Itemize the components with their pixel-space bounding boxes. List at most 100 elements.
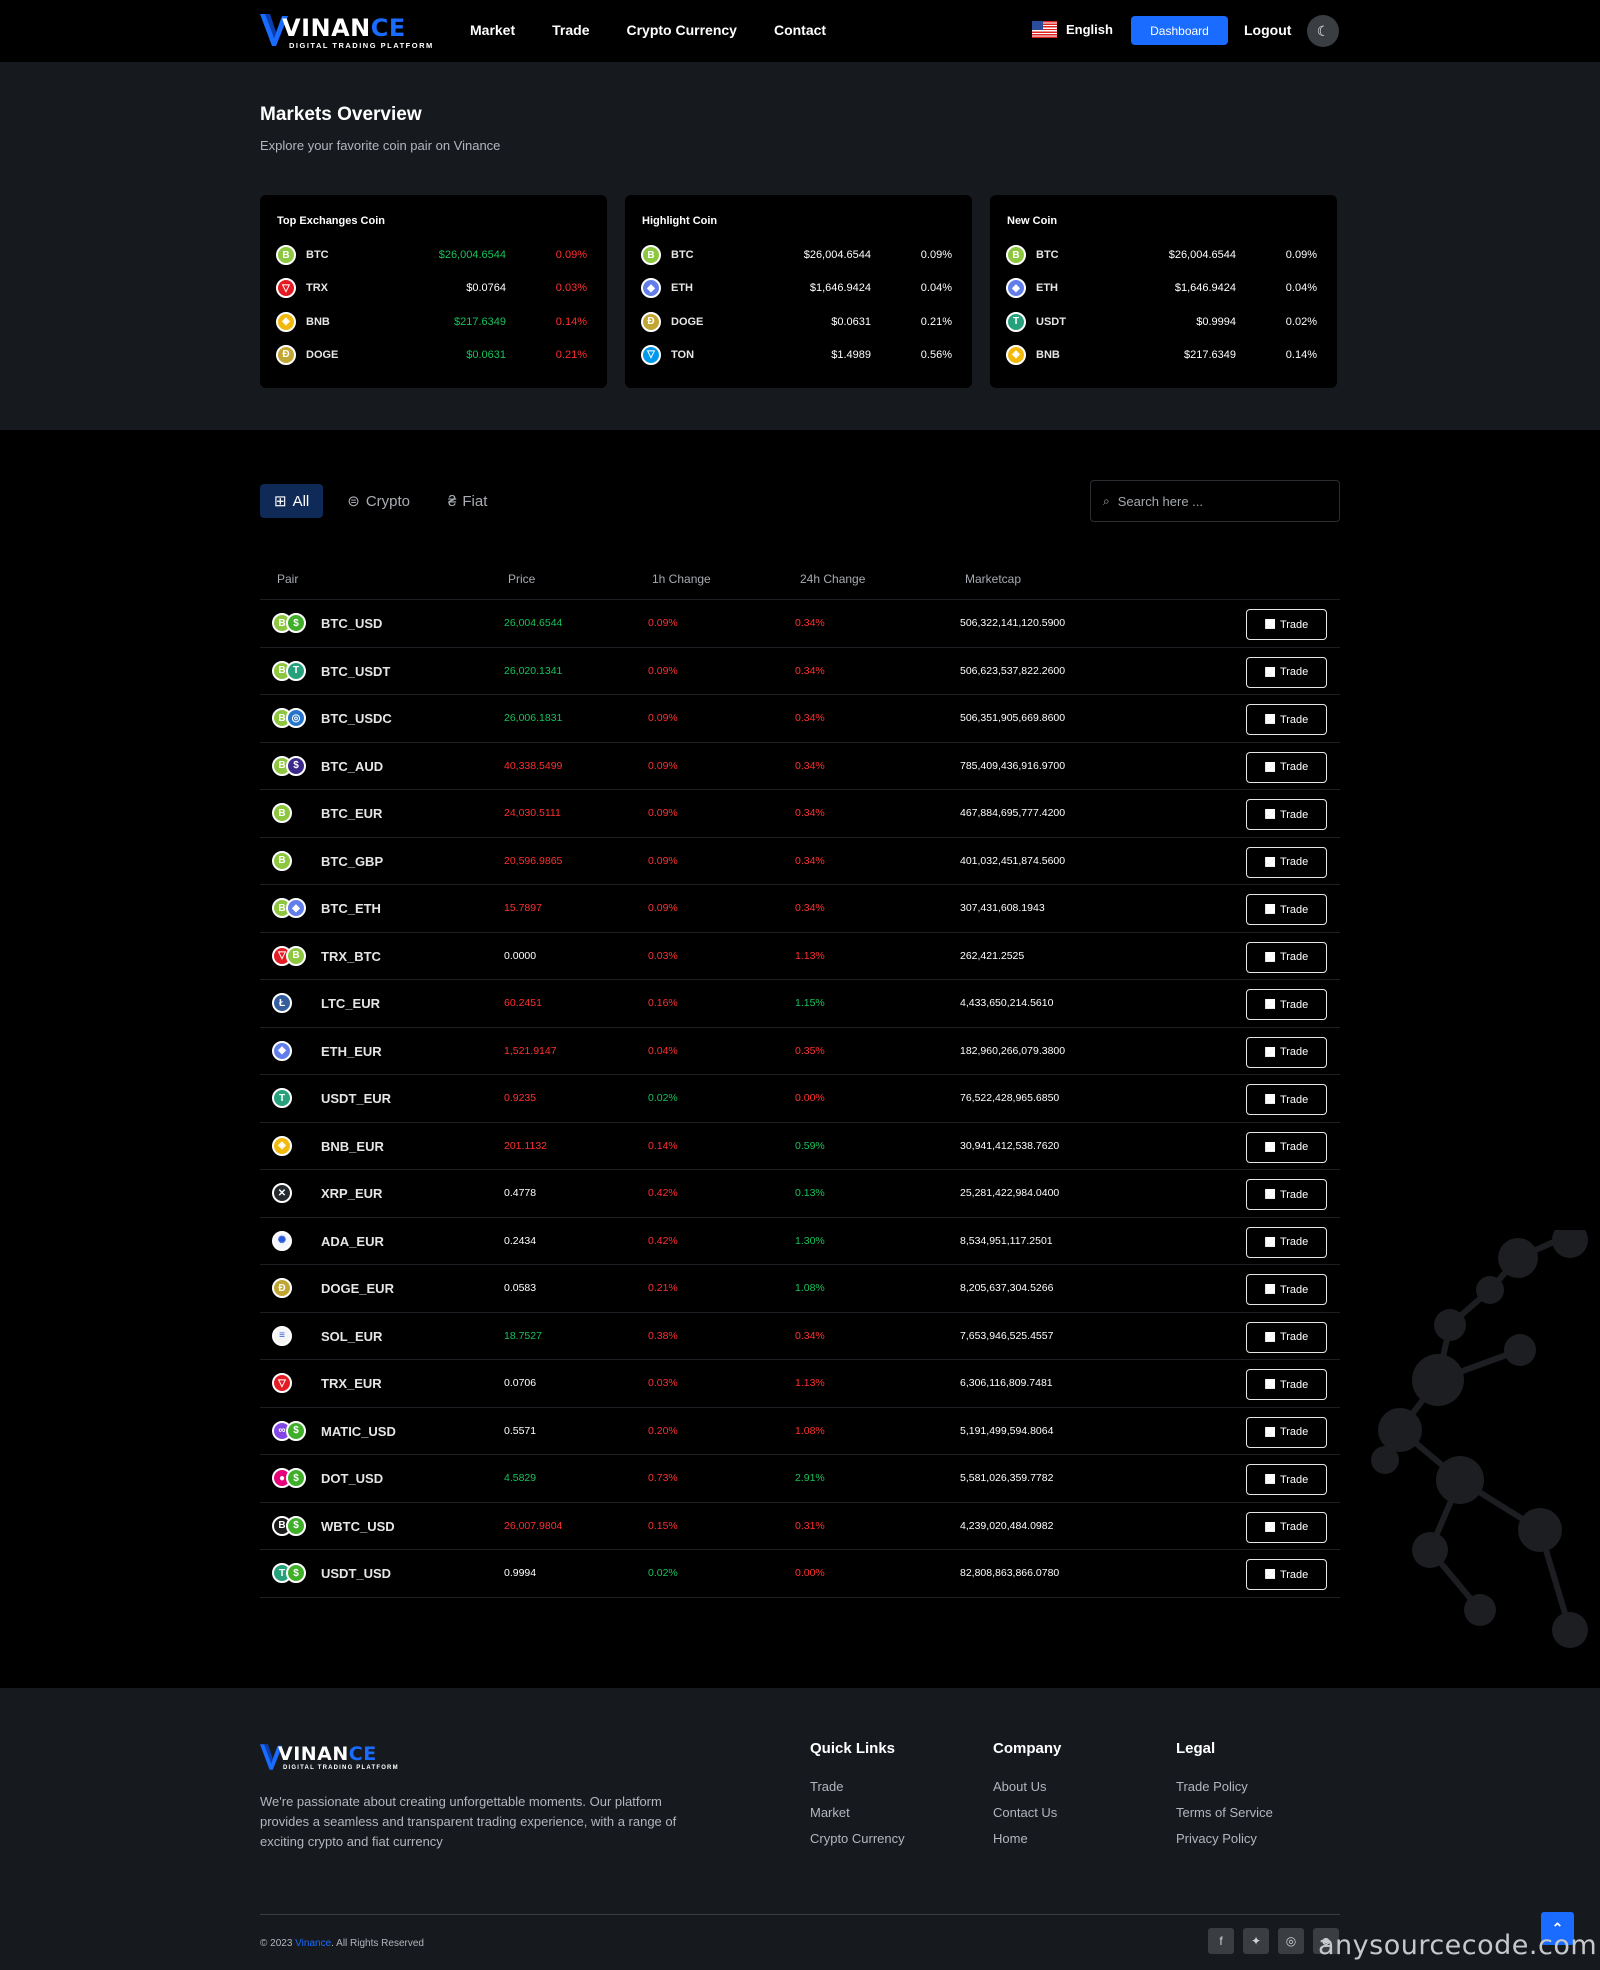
instagram-icon[interactable]: ◎: [1278, 1928, 1304, 1954]
trade-button[interactable]: 📈 Trade: [1246, 1369, 1327, 1400]
pair-name: BTC_USDT: [321, 663, 391, 679]
copyright-brand-link[interactable]: Vinance: [295, 1938, 332, 1949]
trade-button[interactable]: 📈 Trade: [1246, 894, 1327, 925]
trade-button[interactable]: 📈 Trade: [1246, 609, 1327, 640]
footer-link-about-us[interactable]: About Us: [993, 1779, 1047, 1794]
trade-button[interactable]: 📈 Trade: [1246, 1511, 1327, 1543]
marketcap: 4,239,020,484.0982: [960, 1519, 1054, 1532]
pair-name: LTC_EUR: [321, 996, 380, 1011]
table-row: ◆ ETH_EUR 1,521.9147 0.04% 0.35% 182,960,266,…: [260, 1028, 1340, 1075]
chart-line-icon: 📈: [1264, 666, 1276, 677]
facebook-icon[interactable]: f: [1208, 1928, 1234, 1954]
change-1h: 0.09%: [648, 807, 678, 819]
pair-name: MATIC_USD: [321, 1423, 396, 1439]
footer-link-terms[interactable]: Terms of Service: [1176, 1805, 1273, 1820]
coin-change: 0.03%: [555, 282, 587, 295]
trade-button[interactable]: 📈 Trade: [1246, 704, 1327, 735]
pair-name: SOL_EUR: [321, 1328, 383, 1344]
pair-price: 26,006.1831: [504, 712, 563, 724]
card-coin-row[interactable]: ▽ TRX $0.0764 0.03%: [276, 276, 587, 300]
card-coin-row[interactable]: Ð DOGE $0.0631 0.21%: [276, 343, 587, 367]
trade-button[interactable]: 📈 Trade: [1246, 989, 1327, 1020]
logo-wordmark: VINANCE: [282, 14, 406, 42]
ton-coin-icon: ▽: [641, 344, 661, 365]
twitter-icon[interactable]: ✦: [1243, 1928, 1269, 1954]
brand-logo[interactable]: VINANCE DIGITAL TRADING PLATFORM: [260, 12, 432, 52]
footer-link-privacy[interactable]: Privacy Policy: [1176, 1831, 1257, 1846]
theme-toggle-button[interactable]: ☾: [1307, 15, 1339, 47]
discord-icon[interactable]: ☻: [1313, 1928, 1339, 1954]
marketcap: 82,808,863,866.0780: [960, 1567, 1060, 1579]
table-row: ≡ SOL_EUR 18.7527 0.38% 0.34% 7,653,946,525.4…: [260, 1313, 1340, 1360]
trade-button[interactable]: 📈 Trade: [1246, 846, 1327, 878]
language-selector[interactable]: English: [1032, 21, 1113, 38]
search-box: ⌕: [1090, 480, 1340, 522]
trade-button[interactable]: 📈 Trade: [1246, 656, 1327, 688]
pair-price: 0.9235: [504, 1092, 537, 1104]
coin-price: $1,646.9424: [1174, 282, 1236, 295]
watermark: anysourcecode.com: [1318, 1930, 1598, 1961]
marketcap: 76,522,428,965.6850: [960, 1092, 1060, 1104]
card-coin-row[interactable]: B BTC $26,004.6544 0.09%: [641, 243, 952, 267]
card-coin-row[interactable]: B BTC $26,004.6544 0.09%: [1006, 243, 1317, 267]
double-chevron-up-icon: ⌃: [1551, 1920, 1564, 1936]
trade-button[interactable]: 📈 Trade: [1246, 941, 1327, 973]
trade-button[interactable]: 📈 Trade: [1246, 1464, 1327, 1495]
card-coin-row[interactable]: ▽ TON $1.4989 0.56%: [641, 343, 952, 367]
footer-logo[interactable]: VINANCE DIGITAL TRADING PLATFORM: [260, 1742, 400, 1774]
card-coin-row[interactable]: ◈ BNB $217.6349 0.14%: [1006, 343, 1317, 367]
trade-button[interactable]: 📈 Trade: [1246, 1131, 1327, 1163]
trade-button[interactable]: 📈 Trade: [1246, 1084, 1327, 1115]
aud-coin-icon: $: [286, 755, 306, 776]
trade-button[interactable]: 📈 Trade: [1246, 1321, 1327, 1353]
eth-coin-icon: ◆: [272, 1040, 292, 1061]
table-row: B T BTC_USDT 26,020.1341 0.09% 0.34% 506,623,5…: [260, 648, 1340, 695]
pair-name: DOGE_EUR: [321, 1281, 394, 1296]
pair-icons: B: [272, 803, 292, 823]
footer-link-contact-us[interactable]: Contact Us: [993, 1805, 1058, 1820]
logo-tagline: DIGITAL TRADING PLATFORM: [283, 1765, 399, 1771]
pair-icons: B: [272, 850, 292, 871]
card-coin-row[interactable]: B BTC $26,004.6544 0.09%: [276, 243, 587, 267]
pair-icons: ● $: [272, 1468, 306, 1488]
card-coin-row[interactable]: ◆ ETH $1,646.9424 0.04%: [641, 276, 952, 300]
search-input[interactable]: [1117, 493, 1318, 509]
trade-button[interactable]: 📈 Trade: [1246, 1179, 1327, 1210]
trade-button[interactable]: 📈 Trade: [1246, 751, 1327, 783]
dashboard-button[interactable]: Dashboard: [1131, 16, 1228, 45]
footer-link-trade-policy[interactable]: Trade Policy: [1176, 1779, 1248, 1794]
nav-trade[interactable]: Trade: [552, 22, 590, 38]
trade-button[interactable]: 📈 Trade: [1246, 1559, 1327, 1590]
card-coin-row[interactable]: T USDT $0.9994 0.02%: [1006, 310, 1317, 334]
footer-link-market[interactable]: Market: [810, 1805, 850, 1820]
footer-link-home[interactable]: Home: [993, 1831, 1028, 1846]
card-coin-row[interactable]: Ð DOGE $0.0631 0.21%: [641, 310, 952, 334]
pair-icons: B $: [272, 1515, 306, 1536]
footer-description: We're passionate about creating unforget…: [260, 1794, 677, 1849]
trade-button[interactable]: 📈 Trade: [1246, 1274, 1327, 1305]
nav-crypto-currency[interactable]: Crypto Currency: [626, 22, 737, 38]
footer-link-trade[interactable]: Trade: [810, 1779, 844, 1794]
nav-contact[interactable]: Contact: [773, 22, 827, 38]
scroll-to-top-button[interactable]: ⌃: [1541, 1912, 1574, 1945]
trade-button[interactable]: 📈 Trade: [1246, 1416, 1327, 1448]
change-1h: 0.20%: [648, 1424, 678, 1437]
nav-market[interactable]: Market: [470, 22, 516, 38]
tab-crypto[interactable]: ⊜ Crypto: [333, 484, 424, 518]
pair-price: 18.7527: [504, 1329, 542, 1342]
trade-button[interactable]: 📈 Trade: [1246, 799, 1327, 830]
pair-icons: T $: [272, 1563, 306, 1583]
us-flag-icon: [1032, 21, 1057, 38]
tab-all[interactable]: ⊞ All: [260, 484, 324, 518]
tab-fiat[interactable]: ₴ Fiat: [434, 484, 501, 518]
table-row: B $ BTC_USD 26,004.6544 0.09% 0.34% 506,322,14…: [260, 600, 1340, 648]
logout-link[interactable]: Logout: [1244, 22, 1292, 38]
card-coin-row[interactable]: ◆ ETH $1,646.9424 0.04%: [1006, 276, 1317, 300]
coin-change: 0.21%: [920, 315, 952, 328]
trade-button[interactable]: 📈 Trade: [1246, 1226, 1327, 1258]
card-coin-row[interactable]: ◈ BNB $217.6349 0.14%: [276, 310, 587, 334]
chart-line-icon: 📈: [1264, 1379, 1276, 1389]
footer-link-crypto-currency[interactable]: Crypto Currency: [810, 1831, 905, 1846]
footer-divider: [260, 1914, 1340, 1915]
trade-button[interactable]: 📈 Trade: [1246, 1036, 1327, 1068]
